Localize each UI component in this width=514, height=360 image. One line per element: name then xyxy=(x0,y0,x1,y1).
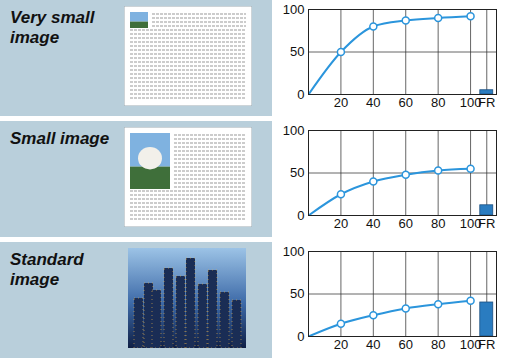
svg-text:0: 0 xyxy=(297,329,304,344)
svg-text:20: 20 xyxy=(334,95,348,110)
svg-text:100: 100 xyxy=(459,215,482,231)
svg-text:0: 0 xyxy=(297,87,304,102)
svg-text:50: 50 xyxy=(290,286,304,301)
svg-text:80: 80 xyxy=(431,95,445,110)
svg-text:50: 50 xyxy=(290,165,304,180)
svg-text:50: 50 xyxy=(290,44,304,59)
svg-text:100: 100 xyxy=(283,244,305,259)
svg-text:100: 100 xyxy=(283,2,305,17)
svg-text:FR: FR xyxy=(478,337,495,352)
svg-text:FR: FR xyxy=(478,95,495,110)
html-text:Small image: Small image xyxy=(10,129,110,148)
svg-text:60: 60 xyxy=(399,95,413,110)
svg-text:40: 40 xyxy=(366,95,380,110)
svg-text:80: 80 xyxy=(431,216,445,231)
svg-text:0: 0 xyxy=(297,208,304,223)
svg-text:40: 40 xyxy=(366,337,380,352)
svg-text:100: 100 xyxy=(459,336,482,352)
svg-text:100: 100 xyxy=(283,123,305,138)
svg-text:100: 100 xyxy=(459,94,482,110)
svg-text:40: 40 xyxy=(366,216,380,231)
svg-text:FR: FR xyxy=(478,216,495,231)
svg-text:80: 80 xyxy=(431,337,445,352)
svg-text:20: 20 xyxy=(334,337,348,352)
svg-text:20: 20 xyxy=(334,216,348,231)
svg-text:60: 60 xyxy=(399,216,413,231)
html-text:Very small image: Very small image xyxy=(10,8,95,47)
svg-text:60: 60 xyxy=(399,337,413,352)
html-text:Standard image: Standard image xyxy=(10,250,84,289)
